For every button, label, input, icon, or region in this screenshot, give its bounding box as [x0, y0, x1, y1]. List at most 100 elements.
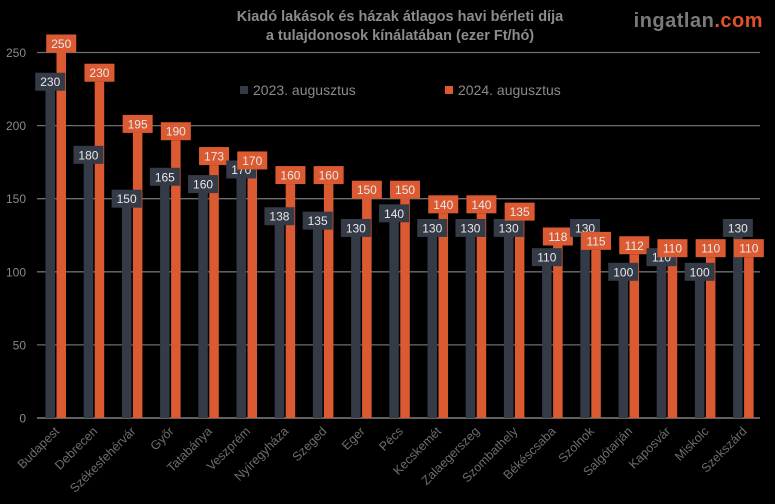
data-label-2023: 130	[728, 221, 748, 235]
bar-2023	[312, 220, 323, 418]
data-label-2023: 160	[193, 178, 213, 192]
bar-2024	[553, 245, 563, 418]
bar-2023	[465, 227, 476, 418]
data-label-2024-box	[46, 34, 77, 53]
data-label-2023-box	[493, 218, 524, 237]
data-label-2024: 110	[739, 242, 758, 256]
legend-swatch-2023	[240, 86, 248, 94]
data-label-2024-box	[237, 151, 268, 170]
chart-title-line1: Kiadó lakások és házak átlagos havi bérl…	[236, 9, 564, 25]
data-label-2024: 190	[166, 125, 186, 139]
brand-logo: ingatlan.com	[634, 10, 763, 33]
data-label-2023: 100	[690, 265, 710, 279]
bar-2024	[744, 257, 754, 418]
x-tick-label: Szeged	[290, 424, 330, 464]
data-label-2023-box	[417, 218, 448, 237]
chart-subtitle: a tulajdonosok kínálatában (ezer Ft/hó)	[265, 28, 535, 44]
data-label-2024: 110	[663, 242, 682, 256]
data-label-2023: 130	[460, 221, 480, 235]
y-tick-label: 100	[6, 265, 26, 279]
data-label-2023: 135	[308, 214, 328, 228]
chart-title: Kiadó lakások és házak átlagos havi bérl…	[200, 8, 600, 46]
data-label-2024: 115	[586, 234, 605, 248]
y-tick-label: 150	[6, 192, 26, 206]
bar-2024	[362, 198, 372, 418]
x-tick-label: Győr	[148, 424, 177, 453]
legend-label-2024: 2024. augusztus	[458, 82, 561, 98]
data-label-2024-box	[466, 195, 497, 214]
data-label-2024: 170	[242, 154, 262, 168]
data-label-2024-box	[581, 231, 612, 250]
x-tick-label: Székesfehérvár	[67, 424, 138, 495]
data-label-2024-box	[199, 147, 230, 166]
bar-2023	[694, 271, 705, 418]
data-label-2024-box	[619, 236, 650, 255]
data-label-2024: 112	[625, 239, 644, 253]
data-label-2023: 130	[422, 221, 442, 235]
data-label-2023-box	[379, 204, 410, 223]
bar-2023	[198, 184, 208, 418]
data-label-2023: 138	[269, 210, 289, 224]
bar-2024	[591, 249, 601, 418]
bar-2024	[438, 213, 448, 418]
data-label-2023-box	[188, 175, 219, 194]
bar-2023	[351, 227, 361, 418]
y-tick-label: 200	[6, 119, 26, 133]
data-label-2024: 150	[395, 183, 415, 197]
data-label-2023-box	[608, 262, 639, 281]
data-label-2023-box	[455, 218, 486, 237]
bar-2024	[132, 132, 143, 418]
data-label-2024-box	[504, 202, 535, 221]
bar-2024	[56, 52, 66, 418]
legend-label-2023: 2023. augusztus	[253, 82, 356, 98]
data-label-2024: 118	[548, 230, 567, 244]
data-label-2024: 150	[357, 183, 377, 197]
data-label-2024-box	[122, 114, 153, 133]
bar-2023	[542, 257, 552, 418]
legend-item-2024: 2024. augusztus	[445, 82, 561, 98]
bar-2024	[476, 213, 487, 418]
y-tick-label: 0	[19, 412, 26, 426]
bar-2024	[400, 198, 410, 418]
bar-2023	[160, 176, 170, 418]
data-label-2024-box	[695, 239, 726, 258]
bar-2024	[171, 140, 181, 418]
bar-2023	[427, 227, 437, 418]
bar-2024	[94, 81, 105, 419]
bar-2023	[503, 227, 514, 418]
data-label-2024-box	[428, 195, 459, 214]
data-label-2023-box	[684, 262, 715, 281]
bar-2023	[83, 154, 94, 418]
data-label-2023: 140	[384, 207, 404, 221]
data-label-2024-box	[542, 227, 573, 246]
data-label-2024-box	[84, 63, 115, 82]
bar-2024	[247, 169, 257, 418]
bar-2023	[618, 271, 628, 418]
bar-2023	[45, 81, 55, 419]
data-label-2023: 100	[613, 265, 633, 279]
bar-2024	[323, 184, 334, 418]
data-label-2023-box	[35, 72, 66, 91]
data-label-2023: 180	[78, 148, 98, 162]
data-label-2024: 140	[433, 198, 453, 212]
data-label-2023: 110	[537, 251, 556, 265]
bar-2023	[389, 213, 399, 418]
data-label-2024-box	[313, 166, 344, 185]
data-label-2023-box	[149, 167, 180, 186]
data-label-2023-box	[264, 207, 295, 226]
data-label-2023-box	[73, 145, 104, 164]
data-label-2024: 250	[51, 37, 71, 51]
data-label-2023: 165	[155, 170, 175, 184]
bar-2024	[285, 184, 296, 418]
brand-name: ingatlan	[633, 10, 715, 32]
data-label-2024-box	[733, 239, 764, 258]
data-label-2023: 130	[346, 221, 366, 235]
bar-2024	[209, 165, 219, 418]
data-label-2024-box	[390, 180, 421, 199]
data-label-2023-box	[302, 211, 333, 230]
data-label-2024: 173	[204, 150, 224, 164]
y-tick-label: 250	[6, 46, 26, 60]
bar-2023	[580, 227, 590, 418]
data-label-2024-box	[275, 166, 306, 185]
